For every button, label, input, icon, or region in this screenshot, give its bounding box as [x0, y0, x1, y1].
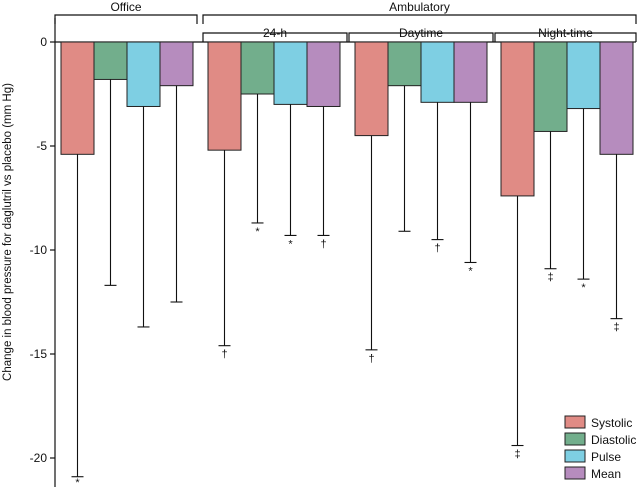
- bar-systolic: [60, 41, 95, 155]
- bar-pulse: [566, 41, 601, 110]
- significance-marker: *: [468, 265, 473, 277]
- y-tick-label: -20: [30, 451, 48, 465]
- super-group-bracket: [202, 14, 637, 24]
- significance-marker: ‡: [514, 449, 520, 461]
- legend-label: Systolic: [591, 416, 632, 430]
- bar-systolic: [354, 41, 389, 137]
- significance-marker: ‡: [613, 322, 619, 334]
- y-tick-label: -15: [30, 347, 48, 361]
- y-tick-label: -5: [36, 139, 47, 153]
- bar-diastolic: [240, 41, 275, 95]
- legend-swatch-systolic: [564, 415, 586, 429]
- bar-mean: [453, 41, 488, 103]
- legend-swatch-mean: [564, 466, 586, 480]
- bar-systolic: [207, 41, 242, 151]
- bar-diastolic: [533, 41, 568, 132]
- legend-label: Mean: [591, 467, 621, 481]
- legend-label: Pulse: [591, 450, 621, 464]
- bar-pulse: [273, 41, 308, 105]
- legend-swatch-pulse: [564, 449, 586, 463]
- significance-marker: †: [434, 243, 440, 255]
- super-group-bracket: [54, 14, 198, 24]
- y-axis-title: Change in blood pressure for daglutril v…: [2, 83, 14, 381]
- significance-marker: †: [320, 238, 326, 250]
- super-group-label: Ambulatory: [389, 0, 450, 14]
- y-tick-label: -10: [30, 243, 48, 257]
- significance-marker: †: [368, 353, 374, 365]
- group-label: Daytime: [399, 26, 443, 40]
- significance-marker: *: [581, 282, 586, 294]
- group-label: Night-time: [538, 26, 593, 40]
- significance-marker: †: [221, 349, 227, 361]
- significance-marker: ‡: [547, 272, 553, 284]
- bar-mean: [159, 41, 194, 87]
- group-bracket: [202, 32, 348, 42]
- bar-systolic: [500, 41, 535, 197]
- y-tick-label: 0: [40, 35, 47, 49]
- bar-mean: [599, 41, 634, 155]
- legend-swatch-diastolic: [564, 432, 586, 446]
- significance-marker: *: [288, 238, 293, 250]
- bar-pulse: [126, 41, 161, 107]
- group-bracket: [348, 32, 494, 42]
- bar-mean: [306, 41, 341, 107]
- bar-diastolic: [387, 41, 422, 87]
- group-label: 24-h: [263, 26, 287, 40]
- group-bracket: [494, 32, 637, 42]
- significance-marker: *: [75, 477, 80, 487]
- legend-label: Diastolic: [591, 433, 636, 447]
- significance-marker: *: [255, 226, 260, 238]
- bar-pulse: [420, 41, 455, 103]
- super-group-label: Office: [110, 0, 141, 14]
- bar-diastolic: [93, 41, 128, 80]
